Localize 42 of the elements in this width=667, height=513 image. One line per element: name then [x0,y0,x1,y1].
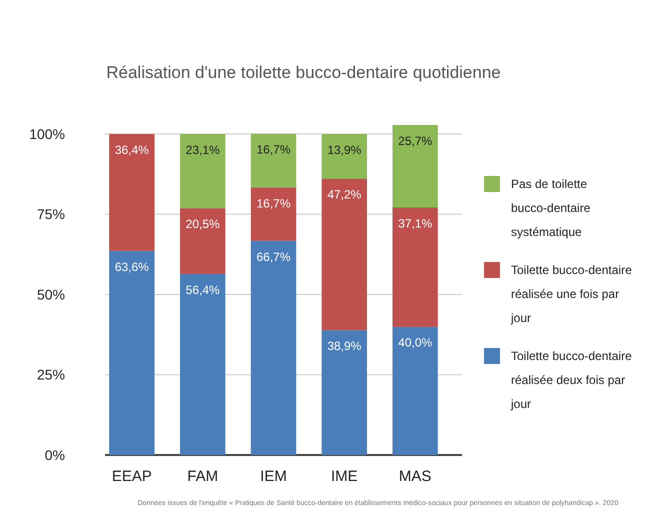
bar [392,208,438,327]
data-label: 25,7% [398,134,433,148]
legend-label: Pas de toilette bucco-dentaire systématique [511,177,591,239]
legend-label: Toilette bucco-dentaire réalisée une fois par jour [510,263,632,325]
bar [392,326,438,455]
bar [250,134,296,188]
bar [322,134,367,179]
chart-title: Réalisation d'une toilette bucco-dentaire quotidienne [106,63,501,82]
bar [180,134,226,208]
y-tick-label: 25% [36,366,65,383]
y-tick-label: 100% [29,126,65,142]
x-tick-label: IME [330,468,358,485]
x-tick-label: IEM [260,468,287,485]
data-label: 13,9% [327,142,362,157]
data-label: 40,0% [398,336,433,350]
data-label: 63,6% [114,260,150,274]
y-tick-label: 50% [36,286,65,302]
bar [180,274,226,455]
bar [180,208,226,274]
x-tick-label: EEAP [112,468,152,485]
bar [109,134,154,251]
data-label: 66,7% [256,250,291,264]
legend-label: Toilette bucco-dentaire réalisée deux fois par jour [510,349,632,411]
y-tick-label: 75% [36,206,65,222]
bar [250,240,296,455]
data-label: 56,4% [186,282,220,297]
data-label: 16,7% [256,196,291,210]
x-tick-label: MAS [398,468,432,485]
bar [392,125,438,208]
y-tick-label: 0% [44,446,65,463]
bar [109,250,154,455]
bar [322,330,367,455]
bar [322,178,367,330]
data-label: 20,5% [186,217,220,232]
data-label: 16,7% [256,142,291,157]
x-tick-label: FAM [187,468,218,485]
data-label: 23,1% [186,142,220,157]
bar [250,187,296,241]
data-label: 37,1% [398,216,433,230]
data-label: 36,4% [114,142,150,157]
data-label: 47,2% [327,188,362,202]
data-label: 38,9% [327,339,362,354]
